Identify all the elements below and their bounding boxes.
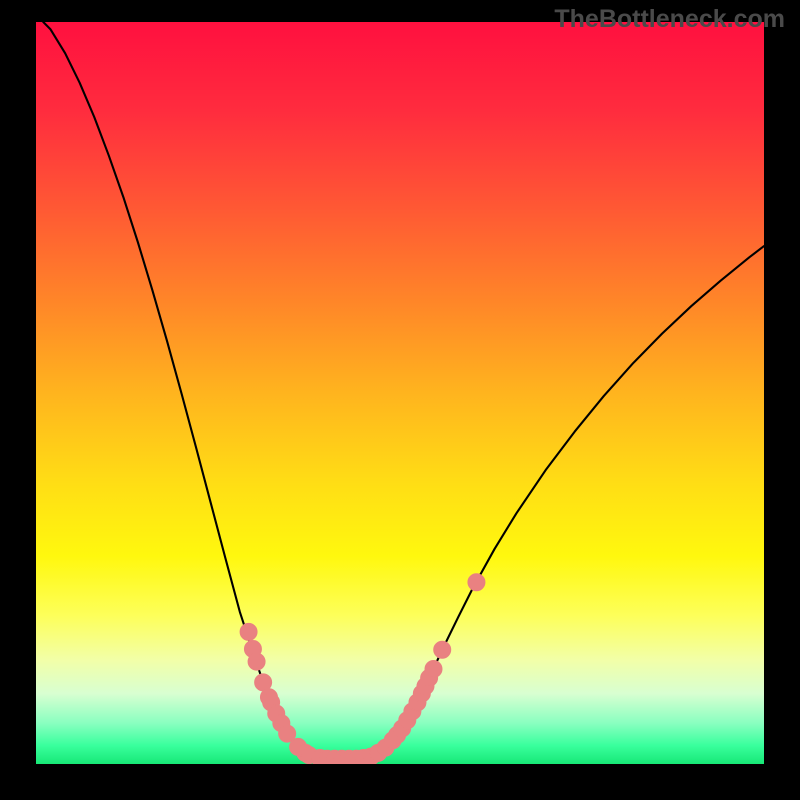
marker-point [434,641,451,658]
chart-svg [0,0,800,800]
marker-point [425,661,442,678]
marker-point [248,653,265,670]
chart-stage: TheBottleneck.com [0,0,800,800]
marker-point [468,574,485,591]
watermark-text: TheBottleneck.com [554,5,785,34]
marker-point [240,623,257,640]
plot-area [36,22,764,764]
